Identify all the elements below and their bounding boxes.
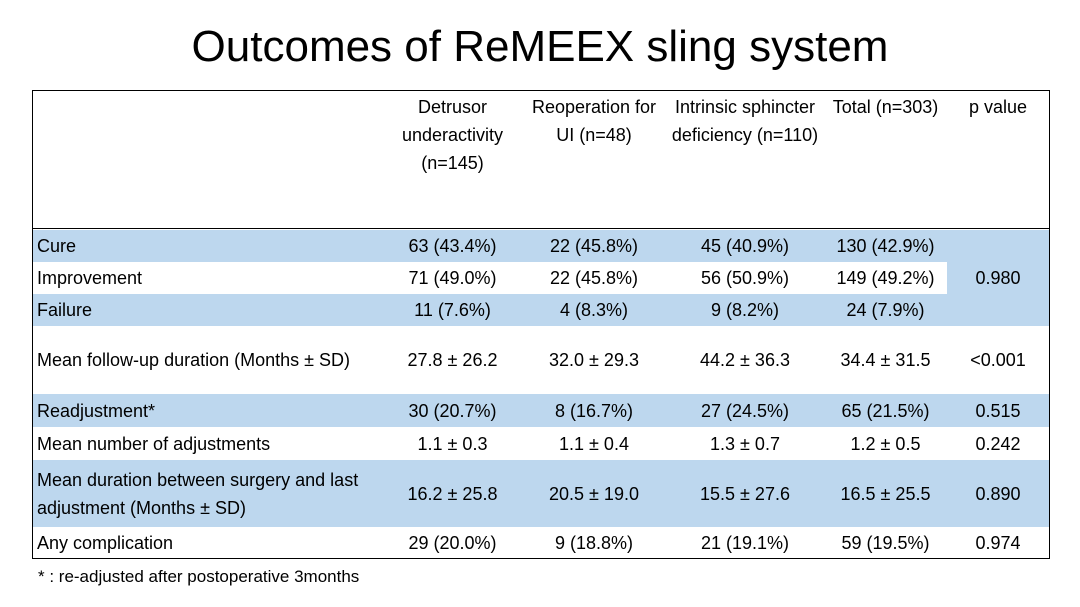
header-total-label: Total (n=303) bbox=[832, 97, 939, 117]
header-isd: Intrinsic sphincter deficiency (n=110) bbox=[666, 91, 824, 230]
table-row: Mean follow-up duration (Months ± SD) 27… bbox=[33, 326, 1049, 394]
row-label: Any complication bbox=[37, 532, 174, 553]
table-cell: 71 (49.0%) bbox=[408, 268, 497, 288]
page-title: Outcomes of ReMEEX sling system bbox=[191, 22, 889, 71]
table-cell: 44.2 ± 36.3 bbox=[700, 350, 790, 370]
header-detrusor-label: Detrusor underactivity (n=145) bbox=[401, 97, 504, 173]
table-cell: 1.2 ± 0.5 bbox=[850, 433, 921, 454]
header-divider bbox=[33, 228, 1049, 229]
table-cell: 34.4 ± 31.5 bbox=[840, 350, 931, 370]
table-row: Cure 63 (43.4%) 22 (45.8%) 45 (40.9%) 13… bbox=[33, 230, 1049, 262]
table-cell: 4 (8.3%) bbox=[559, 300, 629, 320]
table-cell: 22 (45.8%) bbox=[549, 236, 639, 256]
table-cell: 22 (45.8%) bbox=[549, 268, 639, 288]
header-detrusor: Detrusor underactivity (n=145) bbox=[383, 91, 522, 230]
header-pvalue-label: p value bbox=[968, 97, 1028, 117]
row-label: Mean number of adjustments bbox=[37, 433, 271, 454]
table-cell: 1.3 ± 0.7 bbox=[710, 433, 780, 454]
table-cell: 65 (21.5%) bbox=[841, 400, 930, 421]
table-cell: 16.2 ± 25.8 bbox=[407, 483, 498, 504]
table-cell: 9 (8.2%) bbox=[710, 300, 780, 320]
table-row: Failure 11 (7.6%) 4 (8.3%) 9 (8.2%) 24 (… bbox=[33, 294, 1049, 326]
table-cell: 9 (18.8%) bbox=[554, 532, 634, 553]
row-label: Improvement bbox=[37, 268, 143, 288]
table-header-row: Detrusor underactivity (n=145) Reoperati… bbox=[33, 91, 1049, 228]
header-pvalue: p value bbox=[947, 91, 1049, 230]
table-cell: 1.1 ± 0.4 bbox=[559, 433, 629, 454]
table-cell: 130 (42.9%) bbox=[836, 236, 935, 256]
table-row: Mean duration between surgery and last a… bbox=[33, 460, 1049, 527]
header-total: Total (n=303) bbox=[824, 91, 947, 230]
row-label: Cure bbox=[37, 236, 77, 256]
header-reoperation: Reoperation for UI (n=48) bbox=[522, 91, 666, 230]
row-label: Mean follow-up duration (Months ± SD) bbox=[37, 350, 351, 370]
table-cell: 21 (19.1%) bbox=[700, 532, 790, 553]
outcomes-table: Detrusor underactivity (n=145) Reoperati… bbox=[32, 90, 1050, 559]
table-cell: 8 (16.7%) bbox=[554, 400, 634, 421]
table-cell: 20.5 ± 19.0 bbox=[549, 483, 639, 504]
footnote: * : re-adjusted after postoperative 3mon… bbox=[38, 567, 360, 586]
table-cell: 1.1 ± 0.3 bbox=[417, 433, 488, 454]
table-row: Improvement 71 (49.0%) 22 (45.8%) 56 (50… bbox=[33, 262, 1049, 294]
table-cell-pvalue: 0.515 bbox=[975, 400, 1021, 421]
table-cell: 45 (40.9%) bbox=[700, 236, 790, 256]
header-reoperation-label: Reoperation for UI (n=48) bbox=[531, 97, 657, 145]
table-cell: 32.0 ± 29.3 bbox=[549, 350, 639, 370]
table-row: Mean number of adjustments 1.1 ± 0.3 1.1… bbox=[33, 427, 1049, 460]
row-label: Mean duration between surgery and last a… bbox=[37, 469, 359, 518]
table-cell: 15.5 ± 27.6 bbox=[700, 483, 790, 504]
table-cell-pvalue: 0.974 bbox=[975, 532, 1021, 553]
table-cell: 30 (20.7%) bbox=[408, 400, 497, 421]
table-cell: 11 (7.6%) bbox=[414, 300, 491, 320]
table-cell-pvalue: <0.001 bbox=[970, 350, 1026, 370]
header-isd-label: Intrinsic sphincter deficiency (n=110) bbox=[671, 97, 819, 145]
table-cell: 27 (24.5%) bbox=[700, 400, 790, 421]
table-cell: 27.8 ± 26.2 bbox=[407, 350, 498, 370]
table-cell: 24 (7.9%) bbox=[846, 300, 925, 320]
table-cell: 16.5 ± 25.5 bbox=[840, 483, 931, 504]
table-row: Any complication 29 (20.0%) 9 (18.8%) 21… bbox=[33, 527, 1049, 558]
pvalue-merged-cell: 0.980 bbox=[947, 230, 1049, 326]
table-cell: 149 (49.2%) bbox=[836, 268, 935, 288]
header-empty bbox=[33, 91, 383, 230]
row-label: Failure bbox=[37, 300, 93, 320]
table-cell: 59 (19.5%) bbox=[841, 532, 930, 553]
table-cell: 56 (50.9%) bbox=[700, 268, 790, 288]
row-label: Readjustment* bbox=[37, 400, 156, 421]
table-cell: 63 (43.4%) bbox=[408, 236, 497, 256]
table-cell: 29 (20.0%) bbox=[408, 532, 497, 553]
table-cell-pvalue: 0.890 bbox=[975, 483, 1021, 504]
table-cell-pvalue: 0.242 bbox=[975, 433, 1021, 454]
table-row: Readjustment* 30 (20.7%) 8 (16.7%) 27 (2… bbox=[33, 394, 1049, 427]
